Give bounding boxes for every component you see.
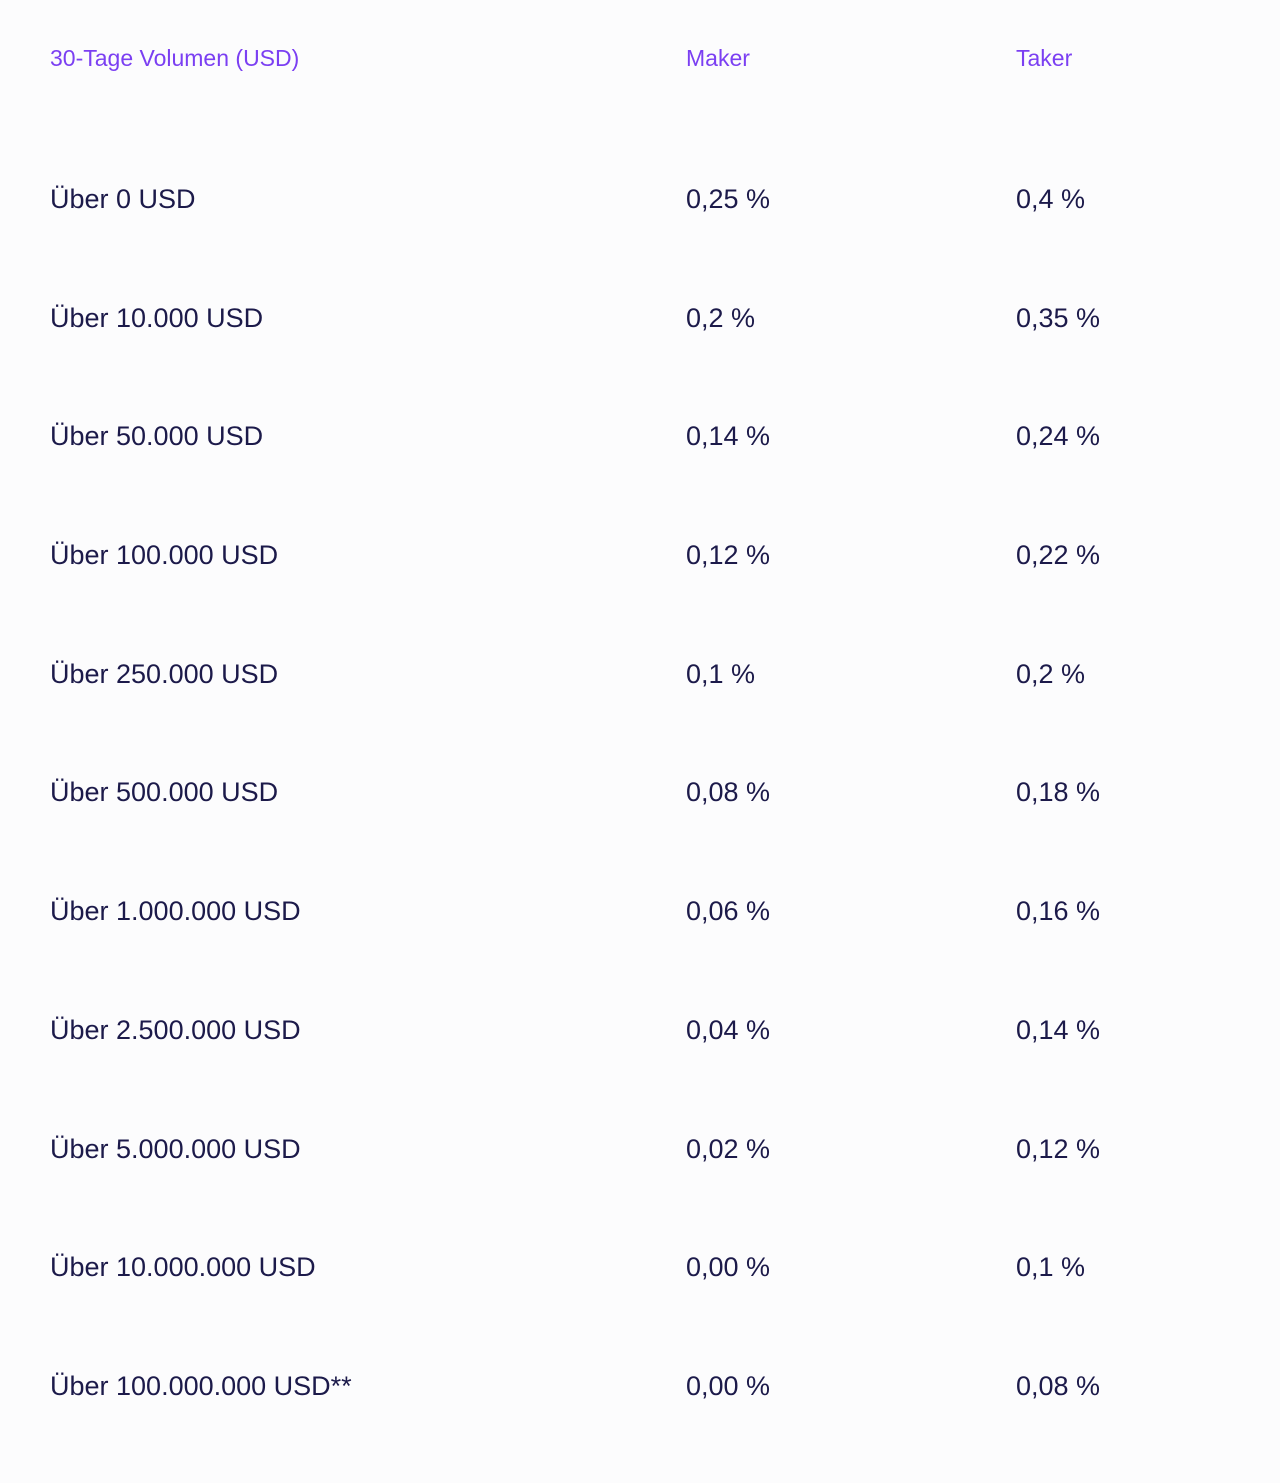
taker-fee-cell: 0,22 % [1016,540,1101,571]
fee-table: 30-Tage Volumen (USD) Maker Taker Über 0… [0,0,1280,1401]
volume-cell: Über 2.500.000 USD [50,1014,301,1045]
volume-cell: Über 10.000 USD [50,302,264,333]
maker-fee-cell: 0,14 % [686,421,771,452]
maker-fee-cell: 0,2 % [686,302,756,333]
table-row: Über 250.000 USD 0,1 % 0,2 % [0,613,1280,732]
header-taker: Taker [1016,45,1073,71]
taker-fee-cell: 0,08 % [1016,1370,1101,1401]
maker-fee-cell: 0,08 % [686,777,771,808]
taker-fee-cell: 0,2 % [1016,658,1086,689]
table-row: Über 10.000 USD 0,2 % 0,35 % [0,257,1280,376]
table-row: Über 100.000.000 USD** 0,00 % 0,08 % [0,1325,1280,1444]
table-row: Über 50.000 USD 0,14 % 0,24 % [0,375,1280,494]
volume-cell: Über 100.000 USD [50,540,279,571]
volume-cell: Über 0 USD [50,184,196,214]
maker-fee-cell: 0,04 % [686,1014,771,1045]
table-body: Über 0 USD 0,25 % 0,4 % Über 10.000 USD … [0,138,1280,1444]
maker-fee-cell: 0,02 % [686,1133,771,1164]
volume-cell: Über 10.000.000 USD [50,1252,316,1283]
taker-fee-cell: 0,24 % [1016,421,1101,452]
table-header-row: 30-Tage Volumen (USD) Maker Taker [0,0,1280,118]
maker-fee-cell: 0,1 % [686,658,756,689]
maker-fee-cell: 0,25 % [686,184,771,214]
maker-fee-cell: 0,06 % [686,896,771,927]
taker-fee-cell: 0,35 % [1016,302,1101,333]
volume-cell: Über 1.000.000 USD [50,896,301,927]
taker-fee-cell: 0,18 % [1016,777,1101,808]
header-maker: Maker [686,45,750,71]
table-row: Über 2.500.000 USD 0,04 % 0,14 % [0,969,1280,1088]
taker-fee-cell: 0,12 % [1016,1133,1101,1164]
table-row: Über 100.000 USD 0,12 % 0,22 % [0,494,1280,613]
table-row: Über 5.000.000 USD 0,02 % 0,12 % [0,1088,1280,1207]
taker-fee-cell: 0,1 % [1016,1252,1086,1283]
volume-cell: Über 100.000.000 USD** [50,1370,352,1401]
maker-fee-cell: 0,00 % [686,1370,771,1401]
taker-fee-cell: 0,16 % [1016,896,1101,927]
volume-cell: Über 250.000 USD [50,658,279,689]
taker-fee-cell: 0,4 % [1016,184,1086,214]
table-row: Über 500.000 USD 0,08 % 0,18 % [0,731,1280,850]
maker-fee-cell: 0,12 % [686,540,771,571]
header-volume: 30-Tage Volumen (USD) [50,45,300,71]
volume-cell: Über 5.000.000 USD [50,1133,301,1164]
maker-fee-cell: 0,00 % [686,1252,771,1283]
table-row: Über 10.000.000 USD 0,00 % 0,1 % [0,1206,1280,1325]
table-row: Über 0 USD 0,25 % 0,4 % [0,138,1280,257]
table-row: Über 1.000.000 USD 0,06 % 0,16 % [0,850,1280,969]
taker-fee-cell: 0,14 % [1016,1014,1101,1045]
volume-cell: Über 500.000 USD [50,777,279,808]
volume-cell: Über 50.000 USD [50,421,264,452]
